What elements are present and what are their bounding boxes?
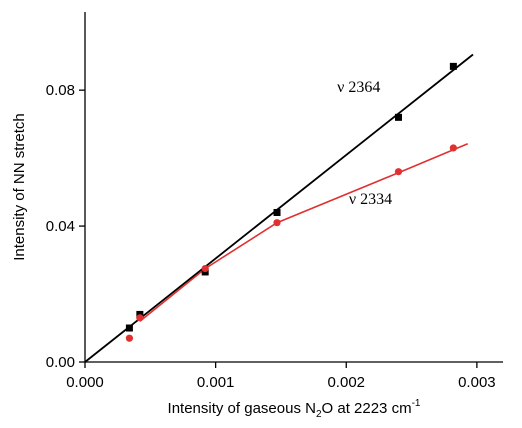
fit-line-0 — [84, 53, 474, 363]
fit-line-1 — [139, 143, 469, 322]
marker-s1-5 — [449, 144, 457, 152]
x-tick-label-2: 0.002 — [327, 374, 365, 391]
ticks: 0.000 0.001 0.002 0.003 0.00 0.04 0.08 — [46, 82, 496, 391]
marker-s1-2 — [201, 264, 209, 273]
series-label-0: ν 2364 — [337, 79, 380, 96]
x-axis-title: Intensity of gaseous N2O at 2223 cm-1 — [168, 398, 421, 420]
marker-s0-4 — [395, 113, 402, 121]
marker-s1-4 — [394, 168, 403, 176]
marker-s1-1 — [136, 314, 144, 322]
series-labels: ν 2364 ν 2334 — [337, 79, 392, 208]
y-tick-label-0: 0.00 — [46, 354, 75, 371]
marker-s1-0 — [125, 334, 134, 342]
axes — [84, 12, 503, 363]
y-tick-label-1: 0.04 — [46, 218, 75, 235]
series-label-1: ν 2334 — [349, 191, 392, 208]
marker-s1-3 — [273, 219, 281, 227]
data-markers — [125, 62, 457, 342]
x-tick-label-1: 0.001 — [197, 374, 235, 391]
y-tick-label-2: 0.08 — [46, 82, 75, 99]
marker-s0-0 — [125, 324, 133, 332]
x-tick-label-3: 0.003 — [458, 374, 496, 391]
x-tick-label-0: 0.000 — [66, 374, 104, 391]
y-axis-title: Intensity of NN stretch — [11, 113, 28, 261]
marker-s0-3 — [273, 208, 281, 216]
marker-s0-5 — [449, 62, 457, 70]
